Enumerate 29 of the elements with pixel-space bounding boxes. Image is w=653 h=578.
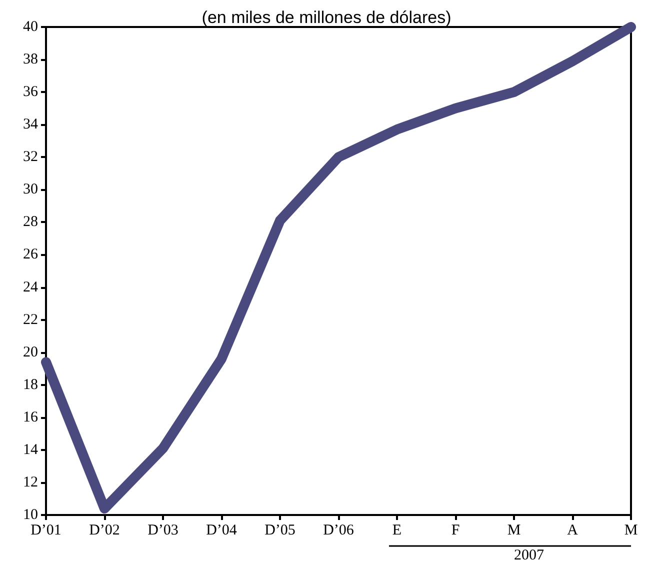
y-tick-label: 24	[23, 279, 38, 296]
x-tick-label: A	[567, 522, 578, 538]
y-tick-label: 20	[23, 344, 38, 360]
y-tick-label: 34	[23, 116, 38, 133]
x-tick-label: F	[451, 522, 460, 538]
y-tick-label: 36	[23, 84, 38, 100]
y-tick-label: 16	[23, 409, 38, 426]
x-tick-label: D’03	[148, 522, 178, 538]
y-tick-label: 22	[23, 312, 38, 328]
y-tick-label: 28	[23, 214, 38, 230]
x-tick-label: D’06	[323, 522, 354, 538]
x-tick-label: M	[624, 522, 638, 538]
y-tick-label: 32	[23, 149, 38, 166]
y-tick-label: 10	[23, 507, 38, 523]
chart-title: (en miles de millones de dólares)	[202, 8, 452, 27]
x-tick-label: D’01	[30, 522, 62, 538]
x-tick-label: D’02	[89, 522, 120, 538]
x-tick-label: E	[392, 522, 402, 538]
x-tick-label: M	[507, 522, 521, 538]
y-tick-label: 18	[23, 376, 38, 393]
y-tick-label: 40	[23, 19, 38, 35]
x-tick-label: D’05	[264, 522, 296, 538]
y-tick-label: 12	[23, 474, 38, 490]
y-tick-label: 30	[23, 182, 38, 198]
y-tick-label: 14	[23, 442, 38, 458]
x-tick-label: D’04	[206, 522, 238, 538]
y-tick-label: 26	[23, 246, 38, 263]
y-tick-label: 38	[23, 52, 38, 68]
text: 2007	[514, 548, 544, 564]
